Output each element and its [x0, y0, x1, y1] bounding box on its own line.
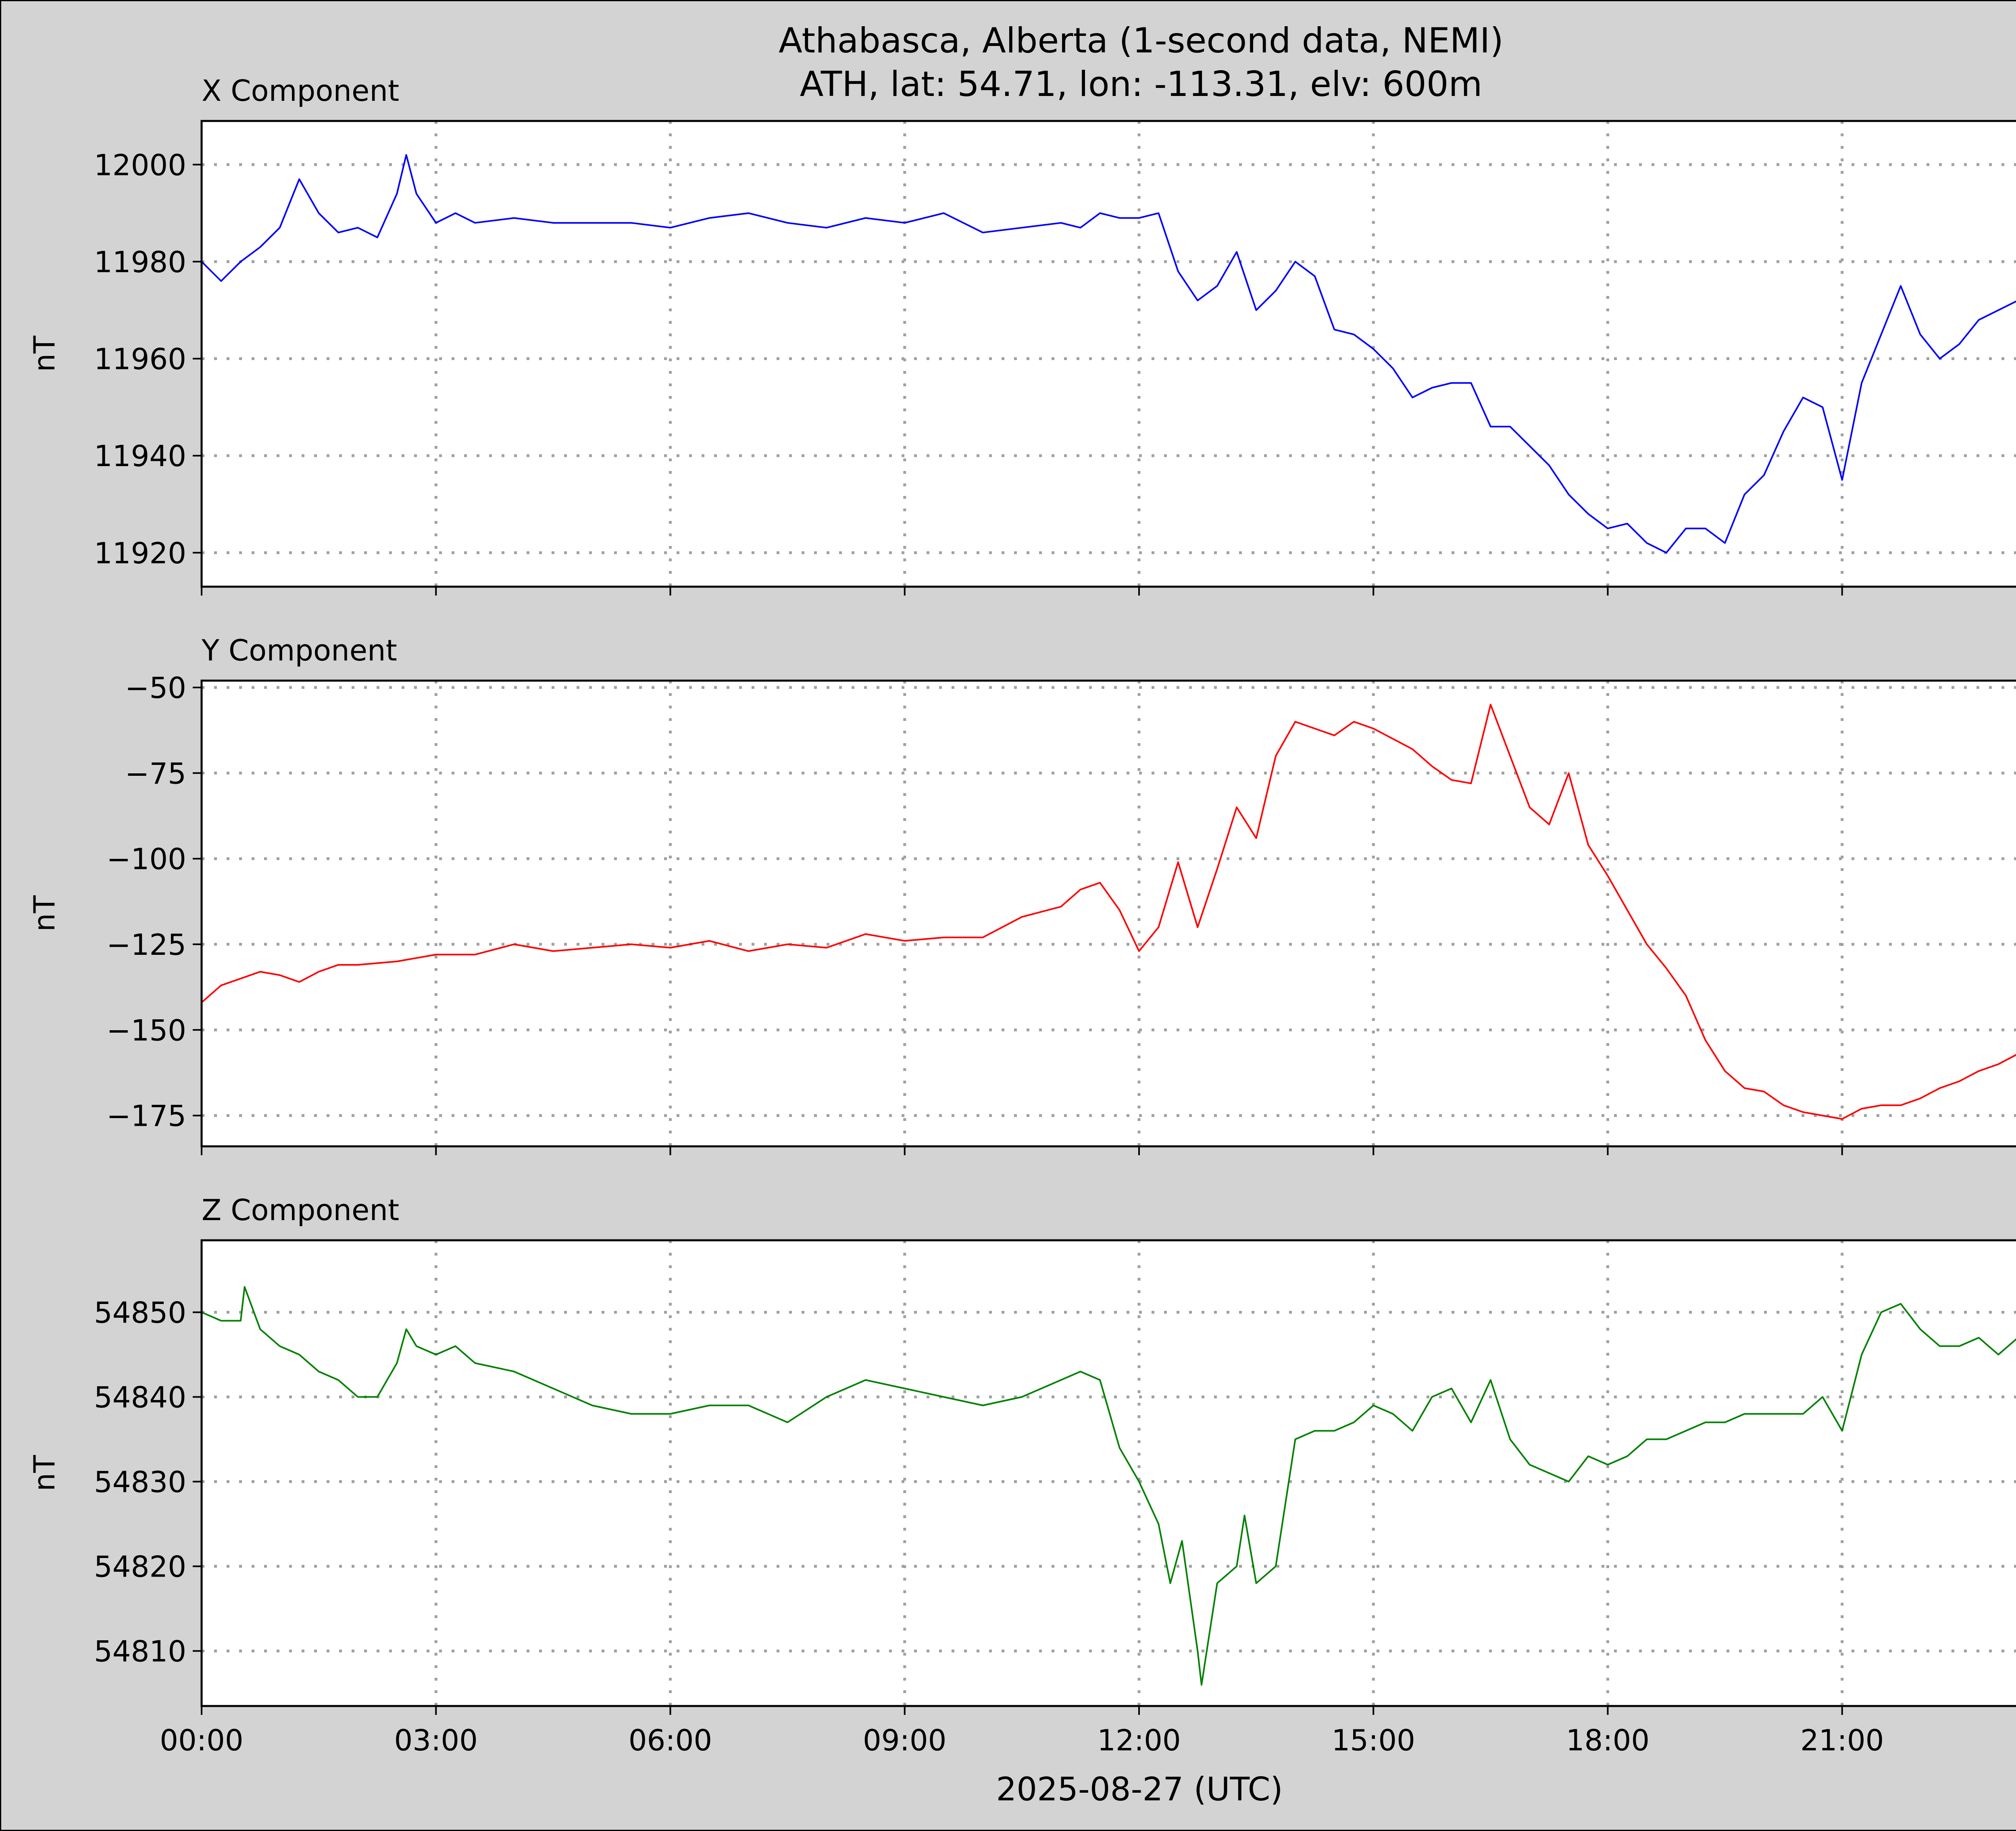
y-tick-label: −100	[106, 842, 186, 876]
y-axis-label: nT	[27, 335, 61, 372]
series-line	[201, 1286, 2016, 1686]
panel-3: 54810 54820 54830 54840 54850 00:00 03:00 06:00…	[27, 1193, 2016, 1757]
panel-2: −50 −75 −100 −125 −150 −175 Y Component nT	[27, 633, 2016, 1155]
y-tick-label: −125	[106, 928, 186, 962]
panel-title: X Component	[202, 74, 399, 108]
x-tick-label: 18:00	[1566, 1723, 1650, 1757]
plot-area	[202, 1240, 2016, 1706]
y-tick-label: 11920	[94, 536, 186, 570]
y-tick-label: 54850	[94, 1296, 186, 1330]
y-tick-label: −75	[125, 756, 186, 790]
y-tick-label: −150	[106, 1013, 186, 1047]
y-tick-label: −175	[106, 1099, 186, 1133]
plot-area	[202, 121, 2016, 587]
y-tick-label: 12000	[94, 148, 186, 182]
y-tick-label: 54830	[94, 1465, 186, 1499]
y-axis-label: nT	[27, 1455, 61, 1491]
x-axis-label: 2025-08-27 (UTC)	[996, 1771, 1283, 1808]
x-tick-label: 15:00	[1332, 1723, 1416, 1757]
x-tick-label: 06:00	[629, 1723, 712, 1757]
x-tick-label: 09:00	[863, 1723, 947, 1757]
axes-frame	[200, 120, 2016, 588]
figure-title-line1: Athabasca, Alberta (1-second data, NEMI)	[779, 21, 1504, 61]
y-tick-label: −50	[125, 671, 186, 705]
x-tick-label: 03:00	[394, 1723, 478, 1757]
x-tick-label: 21:00	[1800, 1723, 1884, 1757]
y-axis-label: nT	[27, 895, 61, 932]
y-tick-label: 11980	[94, 245, 186, 279]
plot-area	[202, 681, 2016, 1146]
panel-title: Z Component	[202, 1193, 399, 1227]
panel-1: 11920 11940 11960 11980 12000 X Component nT	[27, 74, 2016, 596]
y-tick-label: 54840	[94, 1381, 186, 1414]
y-tick-label: 54820	[94, 1550, 186, 1584]
x-tick-label: 00:00	[160, 1723, 244, 1757]
series-line	[201, 704, 2016, 1120]
series-line	[201, 154, 2016, 554]
figure-title-line2: ATH, lat: 54.71, lon: -113.31, elv: 600m	[800, 64, 1483, 104]
y-tick-label: 54810	[94, 1635, 186, 1669]
y-tick-label: 11940	[94, 439, 186, 473]
y-tick-label: 11960	[94, 342, 186, 376]
panel-title: Y Component	[201, 633, 397, 667]
axes-frame	[200, 679, 2016, 1148]
x-tick-label: 12:00	[1097, 1723, 1181, 1757]
axes-frame	[200, 1239, 2016, 1707]
